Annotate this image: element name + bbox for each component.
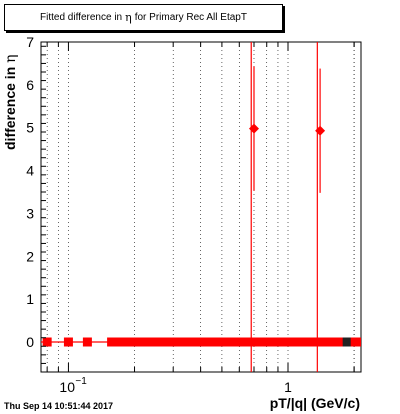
y-tick-label: 1 bbox=[26, 291, 34, 307]
y-tick-label: 4 bbox=[26, 163, 34, 179]
x-tick-label: 10 bbox=[59, 379, 75, 395]
y-tick-label: 6 bbox=[26, 77, 34, 93]
data-point-square bbox=[63, 337, 73, 347]
data-layer bbox=[41, 42, 361, 372]
y-tick-label: 0 bbox=[26, 334, 34, 350]
data-point-diamond bbox=[248, 123, 259, 134]
x-axis-label: pT/|q| (GeV/c) bbox=[269, 395, 360, 411]
axis-layer: 0 1 2 3 4 5 6 7 10 −1 1 bbox=[26, 34, 355, 395]
data-point-square bbox=[42, 337, 52, 347]
title-eta-symbol: η bbox=[125, 11, 132, 24]
y-tick-label: 7 bbox=[26, 34, 34, 50]
chart-title: Fitted difference in η for Primary Rec A… bbox=[4, 4, 283, 31]
grid-layer bbox=[46, 42, 355, 372]
title-suffix: for Primary Rec All EtapT bbox=[134, 12, 247, 23]
plot-frame bbox=[40, 41, 362, 373]
x-tick-label-exponent: −1 bbox=[75, 376, 87, 387]
y-axis-label-text: difference in bbox=[2, 62, 18, 150]
y-tick-label: 2 bbox=[26, 248, 34, 264]
data-point-dark bbox=[342, 337, 351, 347]
y-axis-eta-symbol: η bbox=[3, 54, 19, 63]
data-point-square bbox=[82, 337, 92, 347]
timestamp: Thu Sep 14 10:51:44 2017 bbox=[4, 401, 114, 411]
x-tick-label: 1 bbox=[284, 379, 292, 395]
y-tick-label: 5 bbox=[26, 120, 34, 136]
data-point-diamond bbox=[315, 125, 326, 136]
y-axis-label: difference in η bbox=[2, 54, 19, 150]
title-prefix: Fitted difference in bbox=[40, 12, 123, 23]
y-tick-label: 3 bbox=[26, 205, 34, 221]
